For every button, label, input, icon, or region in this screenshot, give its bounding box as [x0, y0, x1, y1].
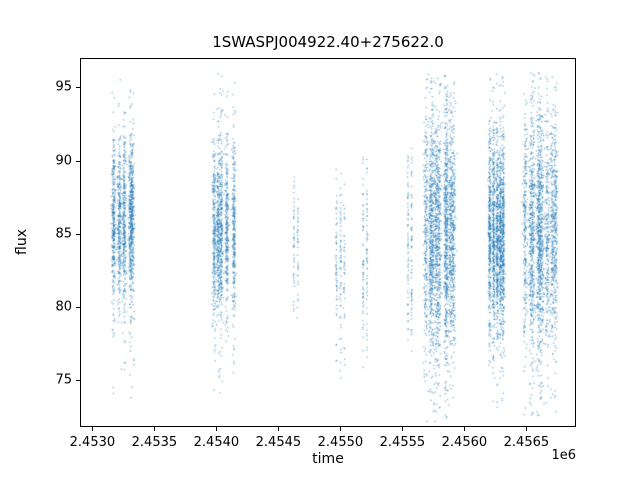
x-tick-label: 2.4540 — [193, 435, 240, 450]
x-axis-offset-text: 1e6 — [551, 448, 576, 463]
x-axis-label: time — [312, 451, 344, 467]
x-tick-label: 2.4560 — [441, 435, 488, 450]
x-tick-mark — [402, 427, 404, 431]
x-tick-mark — [92, 427, 94, 431]
x-tick-mark — [464, 427, 466, 431]
y-tick-mark — [76, 380, 80, 382]
x-tick-label: 2.4550 — [317, 435, 364, 450]
chart-title: 1SWASPJ004922.40+275622.0 — [212, 33, 444, 51]
y-tick-mark — [76, 233, 80, 235]
x-tick-mark — [340, 427, 342, 431]
y-tick-label: 85 — [55, 226, 72, 242]
x-tick-label: 2.4565 — [503, 435, 550, 450]
plot-area — [80, 58, 576, 427]
y-tick-mark — [76, 306, 80, 308]
y-tick-mark — [76, 160, 80, 162]
y-tick-label: 95 — [55, 79, 72, 95]
x-tick-label: 2.4535 — [131, 435, 178, 450]
y-tick-label: 80 — [55, 299, 72, 315]
x-tick-label: 2.4545 — [255, 435, 302, 450]
x-tick-mark — [278, 427, 280, 431]
y-tick-mark — [76, 87, 80, 89]
y-axis-label: flux — [14, 229, 30, 255]
y-tick-label: 75 — [55, 372, 72, 388]
x-tick-mark — [154, 427, 156, 431]
x-tick-label: 2.4530 — [69, 435, 116, 450]
x-tick-label: 2.4555 — [379, 435, 426, 450]
y-tick-label: 90 — [55, 153, 72, 168]
scatter-points-canvas — [81, 59, 575, 426]
x-tick-mark — [526, 427, 528, 431]
x-tick-mark — [216, 427, 218, 431]
